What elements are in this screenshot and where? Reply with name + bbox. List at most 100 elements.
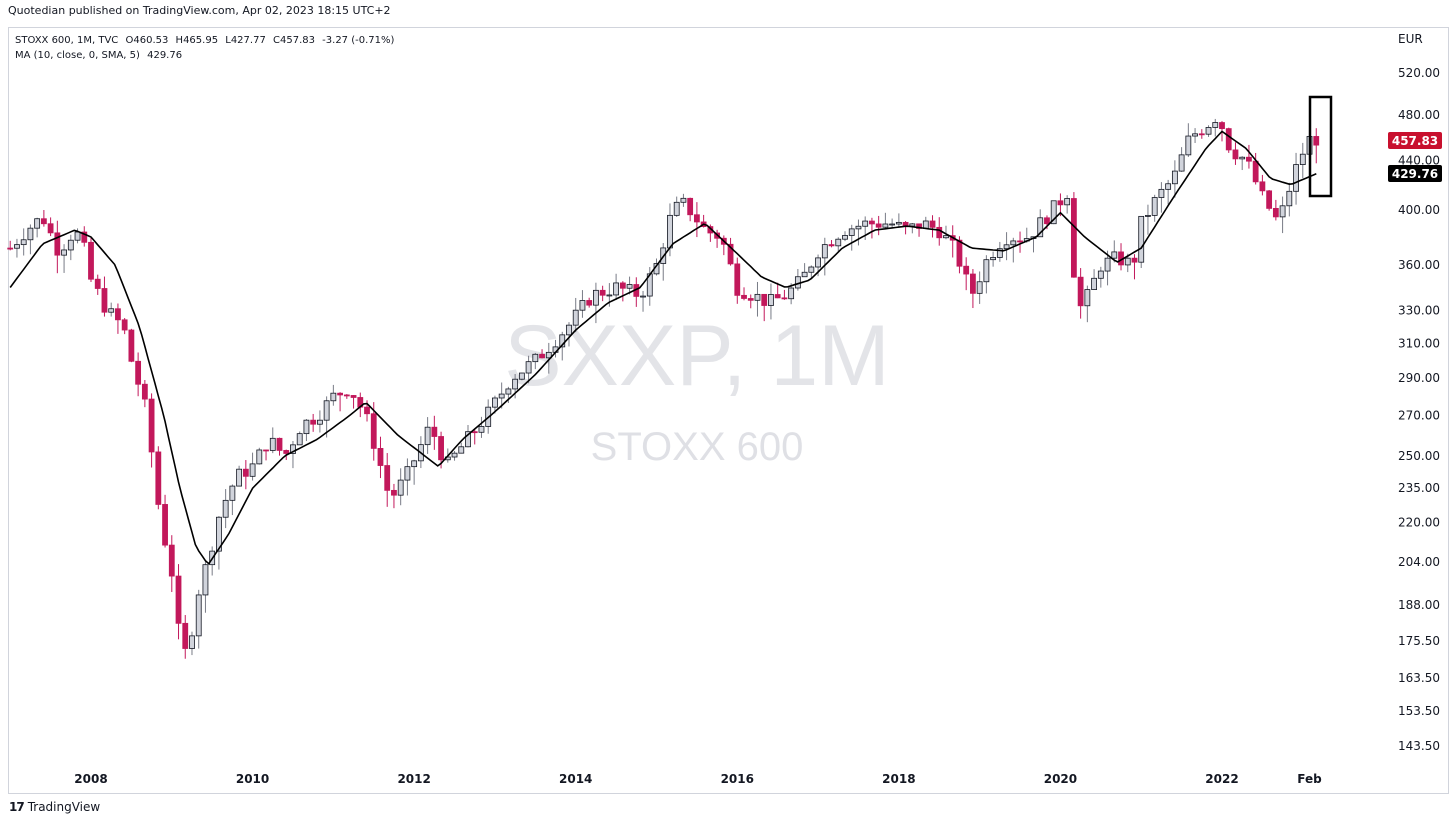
- candle-body: [512, 378, 519, 390]
- currency-label: EUR: [1398, 32, 1423, 46]
- candle-body: [54, 232, 61, 256]
- candle-body: [1151, 197, 1158, 216]
- candle-body: [808, 266, 815, 273]
- legend-symbol: STOXX 600, 1M, TVC: [15, 35, 119, 46]
- legend-close: C457.83: [273, 35, 315, 46]
- x-tick-label: 2008: [74, 772, 107, 786]
- candle-body: [303, 419, 310, 435]
- candle-body: [1064, 198, 1071, 206]
- y-tick-label: 163.50: [1398, 671, 1440, 685]
- candle-body: [364, 406, 370, 415]
- candle-body: [1212, 122, 1219, 128]
- candle-body: [7, 247, 14, 250]
- candle-body: [579, 300, 586, 311]
- candle-body: [1010, 240, 1017, 246]
- candle-body: [956, 239, 963, 267]
- candle-body: [310, 419, 317, 425]
- candle-body: [404, 466, 411, 481]
- chart-legend: STOXX 600, 1M, TVC O460.53 H465.95 L427.…: [15, 33, 398, 63]
- candle-body: [397, 479, 404, 496]
- candle-body: [943, 235, 949, 239]
- publisher-line: Quotedian published on TradingView.com, …: [8, 4, 391, 17]
- candle-body: [593, 289, 599, 306]
- candle-body: [465, 431, 471, 448]
- candle-body: [27, 227, 34, 241]
- candle-body: [1299, 153, 1306, 165]
- candle-body: [1279, 205, 1286, 218]
- candle-body: [384, 465, 391, 491]
- highlight-box: [1308, 95, 1333, 198]
- candles-group: [7, 118, 1320, 659]
- y-tick-label: 310.00: [1398, 336, 1440, 350]
- time-axis[interactable]: 2008 2010 2012 2014 2016 2018 2020 2022 Feb: [74, 772, 1322, 786]
- candle-body: [155, 451, 162, 505]
- moving-average-line: [9, 130, 1317, 565]
- candle-body: [141, 383, 148, 400]
- y-tick-label: 153.50: [1398, 704, 1440, 718]
- candle-body: [276, 437, 283, 451]
- candle-body: [922, 220, 929, 229]
- x-tick-label: 2020: [1044, 772, 1077, 786]
- candle-body: [1145, 214, 1151, 217]
- candle-body: [370, 413, 377, 449]
- candle-body: [101, 288, 108, 313]
- candle-body: [316, 419, 323, 425]
- y-tick-label: 330.00: [1398, 304, 1440, 318]
- y-tick-label: 360.00: [1398, 258, 1440, 272]
- candle-body: [478, 426, 485, 433]
- candle-body: [1138, 215, 1145, 263]
- x-tick-label: 2010: [236, 772, 269, 786]
- candle-body: [741, 294, 747, 299]
- x-tick-label: 2022: [1205, 772, 1238, 786]
- candle-body: [337, 392, 343, 396]
- candle-body: [1259, 181, 1266, 192]
- candle-body: [492, 397, 498, 408]
- candle-body: [532, 353, 539, 363]
- candle-body: [14, 244, 20, 249]
- legend-open: O460.53: [125, 35, 169, 46]
- legend-high: H465.95: [175, 35, 219, 46]
- y-tick-label: 480.00: [1398, 108, 1440, 122]
- candle-body: [976, 281, 983, 294]
- candle-body: [1017, 240, 1023, 243]
- candle-body: [626, 284, 633, 289]
- candle-body: [1097, 270, 1104, 279]
- x-tick-label: 2018: [882, 772, 915, 786]
- candle-body: [518, 372, 525, 380]
- candle-body: [889, 223, 896, 226]
- candle-body: [815, 257, 821, 268]
- candle-body: [545, 351, 552, 359]
- candle-body: [1050, 200, 1057, 225]
- price-axis[interactable]: 520.00 480.00 440.00 400.00 360.00 330.00 310.…: [1398, 66, 1440, 753]
- candle-body: [1003, 244, 1010, 250]
- candle-body: [88, 241, 94, 280]
- candle-body: [121, 319, 128, 331]
- candle-body: [47, 223, 54, 234]
- x-tick-label: Feb: [1297, 772, 1322, 786]
- candle-body: [1185, 135, 1192, 156]
- candle-body: [828, 244, 835, 247]
- candle-body: [108, 308, 115, 313]
- watermark: SXXP, 1M STOXX 600: [504, 308, 890, 469]
- candle-body: [175, 575, 182, 624]
- candle-body: [1131, 257, 1138, 263]
- candle-body: [498, 393, 505, 399]
- candle-body: [269, 437, 276, 451]
- candle-body: [343, 394, 350, 397]
- candle-body: [963, 265, 970, 275]
- candle-body: [1178, 154, 1185, 172]
- candle-body: [788, 287, 795, 300]
- candle-body: [94, 278, 101, 289]
- candle-body: [916, 223, 922, 229]
- y-tick-label: 188.00: [1398, 598, 1440, 612]
- candle-body: [1057, 200, 1064, 206]
- candle-body: [761, 293, 768, 306]
- candle-body: [667, 214, 673, 249]
- candle-body: [451, 452, 458, 458]
- candle-body: [599, 289, 606, 296]
- candle-body: [377, 448, 384, 466]
- candle-body: [680, 197, 687, 203]
- chart-frame[interactable]: [8, 27, 1449, 794]
- candle-body: [34, 218, 41, 229]
